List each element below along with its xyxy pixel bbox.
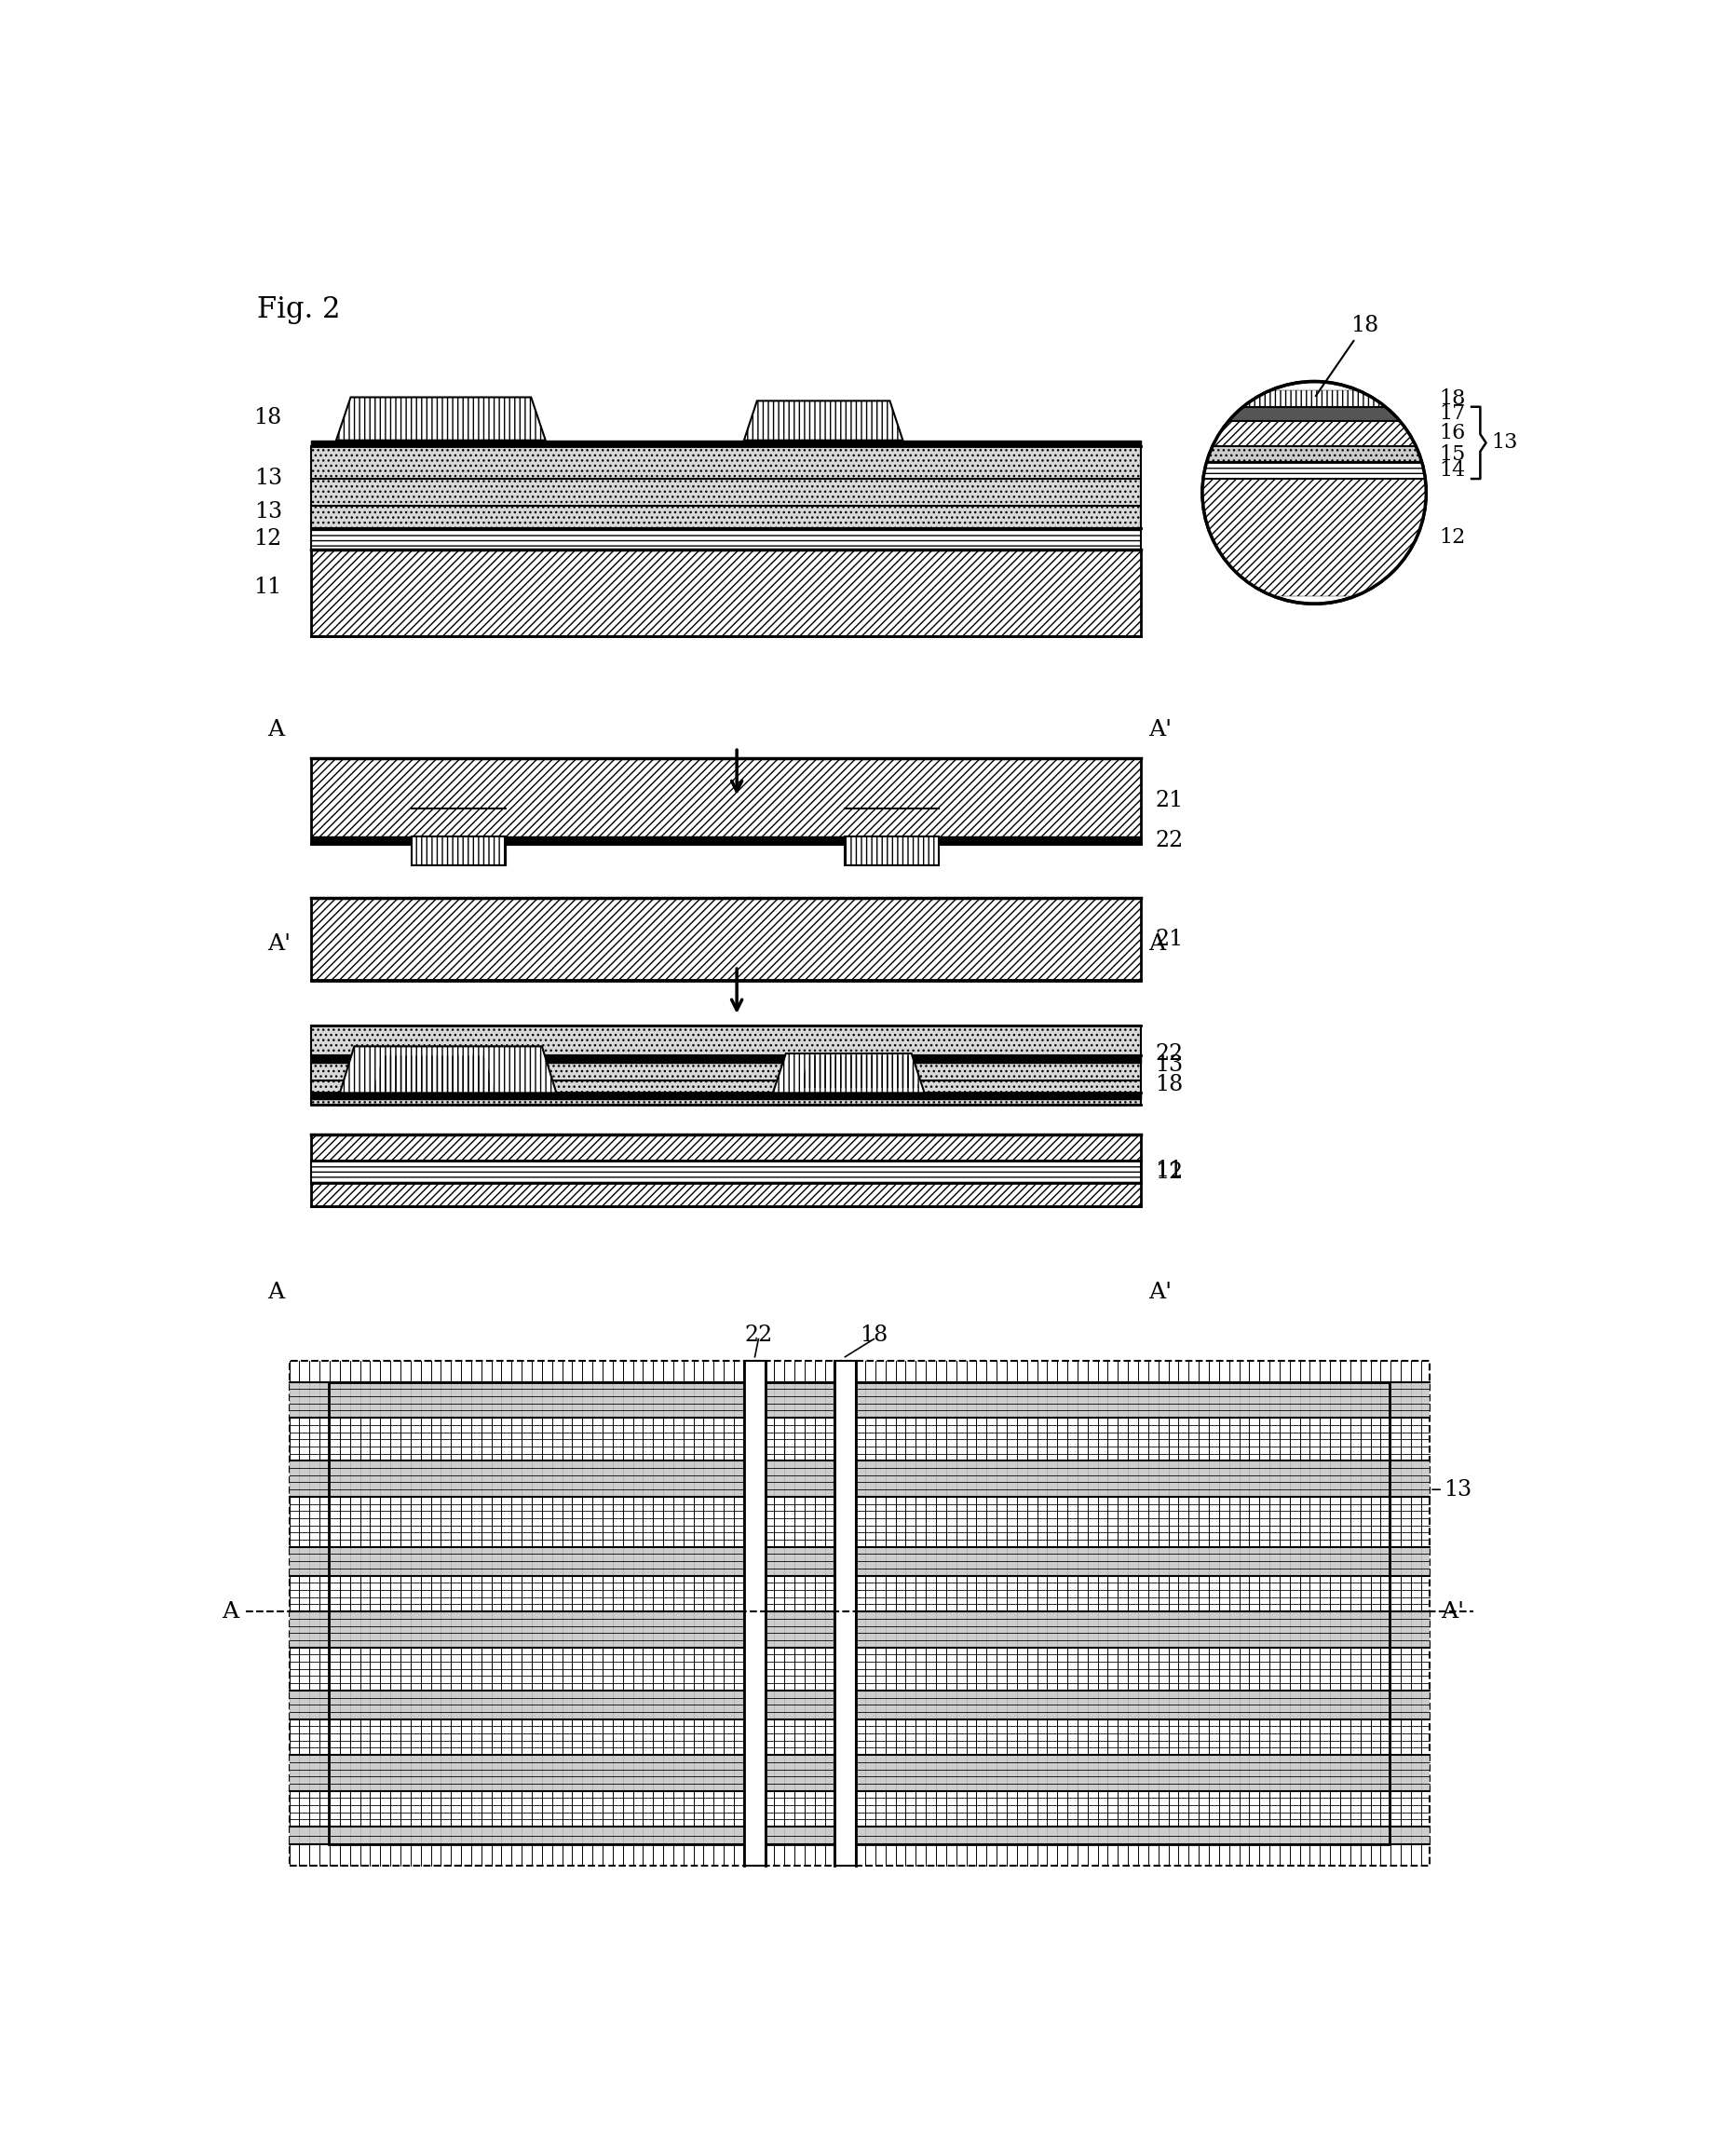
- Bar: [1201, 420, 1425, 446]
- Text: A': A': [1147, 1282, 1172, 1303]
- Bar: [290, 1613, 1429, 1647]
- Text: 13: 13: [1491, 433, 1517, 452]
- Text: 15: 15: [1439, 444, 1465, 465]
- Bar: [290, 1361, 1429, 1866]
- Text: 22: 22: [1154, 1043, 1182, 1064]
- Bar: [290, 1546, 1429, 1576]
- Bar: [311, 529, 1141, 550]
- Text: 11: 11: [253, 576, 281, 597]
- Bar: [328, 1382, 1389, 1845]
- Text: 13: 13: [1154, 1054, 1182, 1075]
- Text: 18: 18: [859, 1325, 887, 1346]
- Text: A: A: [267, 1282, 285, 1303]
- Polygon shape: [340, 1047, 556, 1092]
- Text: 21: 21: [1154, 928, 1182, 949]
- Text: 14: 14: [1439, 461, 1465, 480]
- Text: 18: 18: [1439, 388, 1465, 410]
- Text: 12: 12: [1154, 1160, 1182, 1182]
- Text: 21: 21: [1154, 791, 1182, 813]
- Polygon shape: [800, 1056, 918, 1088]
- Text: 22: 22: [745, 1325, 773, 1346]
- Text: A': A': [267, 934, 292, 956]
- Bar: [411, 836, 505, 866]
- Text: 11: 11: [1154, 1160, 1182, 1182]
- Bar: [290, 1382, 1429, 1418]
- Text: 18: 18: [1154, 1075, 1182, 1096]
- Bar: [743, 1361, 766, 1866]
- Polygon shape: [372, 1056, 495, 1092]
- Text: 13: 13: [253, 501, 281, 523]
- Bar: [1201, 463, 1425, 478]
- Bar: [311, 1056, 1141, 1062]
- Bar: [311, 1092, 1141, 1098]
- Text: 17: 17: [1439, 403, 1465, 424]
- Text: 22: 22: [1154, 830, 1182, 851]
- Polygon shape: [337, 397, 545, 439]
- Bar: [290, 1689, 1429, 1719]
- Bar: [1201, 446, 1425, 463]
- Text: 13: 13: [1443, 1478, 1472, 1499]
- Text: A: A: [267, 719, 285, 740]
- Polygon shape: [743, 401, 903, 439]
- Bar: [311, 1160, 1141, 1184]
- Bar: [311, 1135, 1141, 1207]
- Text: A: A: [222, 1600, 238, 1623]
- Bar: [311, 836, 1141, 845]
- Bar: [311, 439, 1141, 446]
- Bar: [290, 1461, 1429, 1497]
- Circle shape: [1201, 382, 1425, 604]
- Polygon shape: [773, 1054, 924, 1092]
- Text: 12: 12: [253, 529, 281, 550]
- Text: A': A': [1439, 1600, 1463, 1623]
- Bar: [311, 898, 1141, 981]
- Text: Fig. 2: Fig. 2: [257, 294, 340, 324]
- Bar: [845, 836, 939, 866]
- Bar: [290, 1826, 1429, 1845]
- Text: A: A: [1147, 934, 1165, 956]
- Bar: [1201, 478, 1425, 595]
- Text: 12: 12: [1439, 527, 1465, 548]
- Text: 16: 16: [1439, 422, 1465, 444]
- Text: 13: 13: [253, 467, 281, 488]
- Text: 18: 18: [1314, 314, 1378, 397]
- Bar: [311, 446, 1141, 529]
- Bar: [833, 1361, 856, 1866]
- Text: A': A': [1147, 719, 1172, 740]
- Bar: [311, 1026, 1141, 1105]
- Bar: [290, 1755, 1429, 1792]
- Bar: [311, 550, 1141, 636]
- Text: 18: 18: [253, 407, 281, 429]
- Bar: [1201, 407, 1425, 420]
- Bar: [311, 757, 1141, 845]
- Bar: [1201, 390, 1425, 407]
